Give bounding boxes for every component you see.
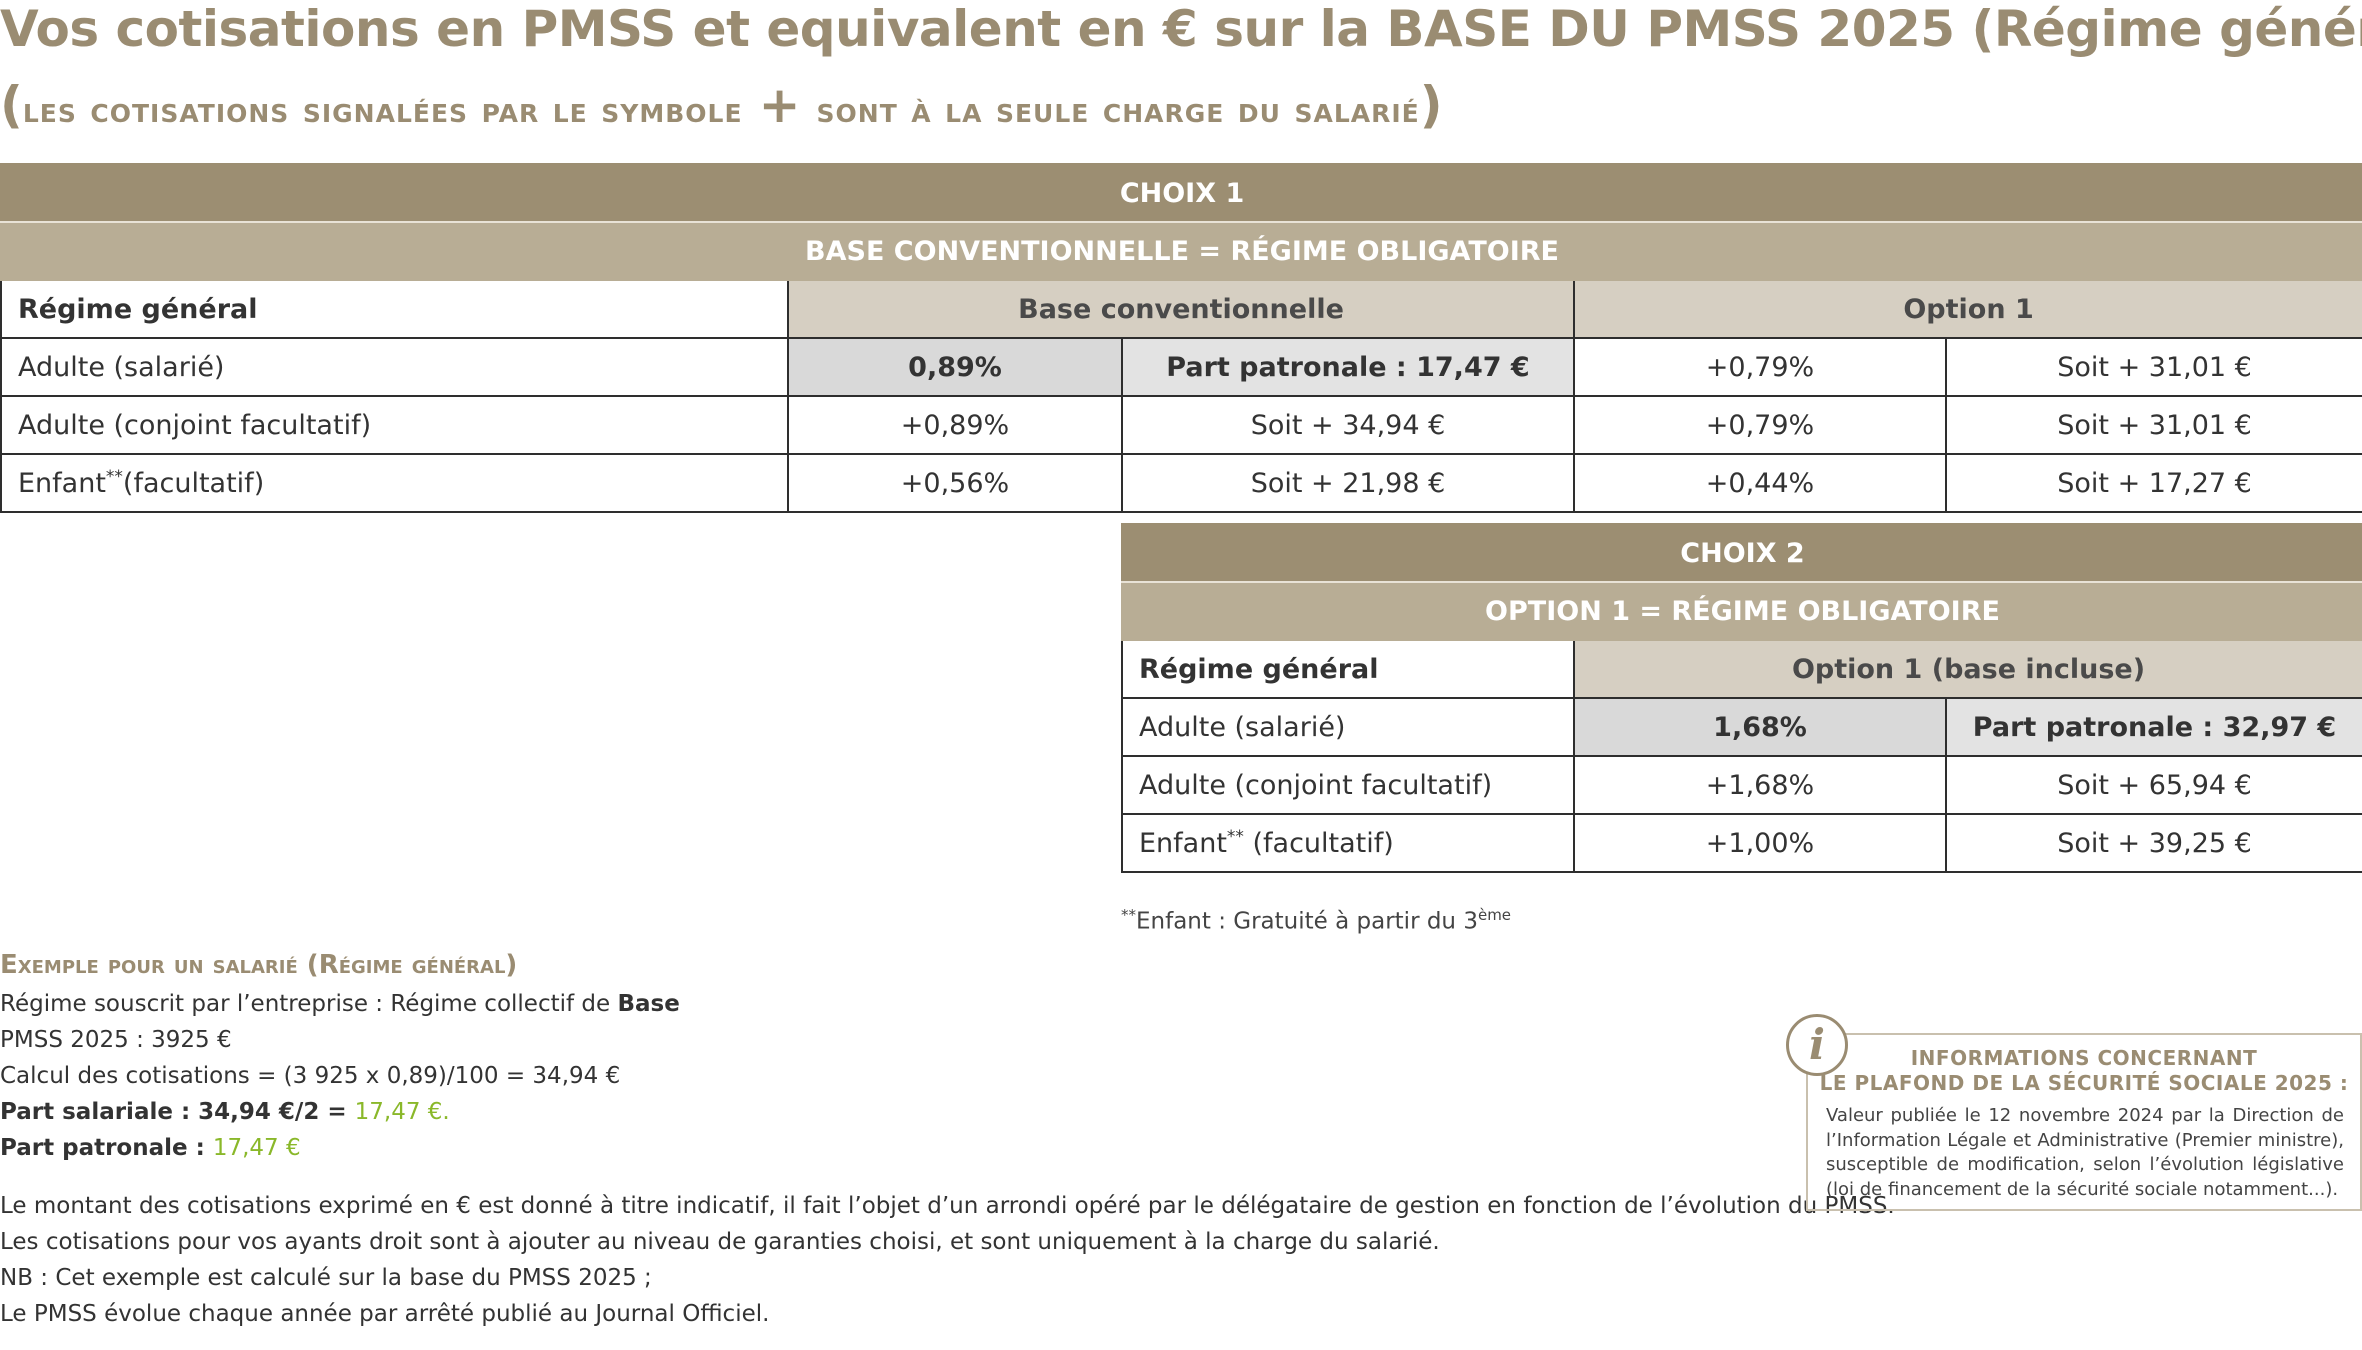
example-note: Le montant des cotisations exprimé en € …	[0, 1193, 1895, 1219]
footnote-text: Enfant : Gratuité à partir du 3	[1136, 908, 1478, 935]
subtitle-plus: +	[758, 76, 801, 134]
table-row: Enfant** (facultatif) +1,00% Soit + 39,2…	[1121, 813, 2362, 873]
option-amount: Soit + 39,25 €	[1944, 813, 2362, 873]
example-note: Les cotisations pour vos ayants droit so…	[0, 1229, 1440, 1255]
subtitle-open-paren: (	[0, 76, 23, 134]
table-row: Adulte (conjoint facultatif) +0,89% Soit…	[0, 395, 2362, 455]
choix2-subtitle: OPTION 1 = RÉGIME OBLIGATOIRE	[1120, 581, 2362, 641]
part-patronale-value: 17,47 €	[212, 1135, 301, 1161]
subtitle-text: les cotisations signalées par le symbole	[22, 90, 743, 131]
example-line: Part salariale : 34,94 €/2 = 17,47 €.	[0, 1094, 1700, 1130]
info-title: INFORMATIONS CONCERNANT LE PLAFOND DE LA…	[1806, 1046, 2362, 1096]
option-rate: 1,68%	[1573, 697, 1947, 757]
option-amount: Soit + 31,01 €	[1944, 337, 2362, 397]
row-label: Adulte (salarié)	[1121, 697, 1575, 757]
example-section: Exemple pour un salarié (Régime général)…	[0, 950, 1895, 1332]
base-rate: 0,89%	[787, 337, 1123, 397]
part-patronale-label: Part patronale :	[0, 1135, 213, 1161]
row-label-text: Adulte (salarié)	[1139, 711, 1346, 743]
table-row: Adulte (salarié) 1,68% Part patronale : …	[1121, 697, 2362, 757]
base-amount: Part patronale : 17,47 €	[1121, 337, 1575, 397]
part-salariale-value: 17,47 €.	[354, 1099, 450, 1125]
choix2-col-regime: Régime général	[1121, 639, 1575, 699]
example-line: Part patronale : 17,47 €	[0, 1130, 1700, 1166]
choix2-col-option: Option 1 (base incluse)	[1572, 639, 2362, 699]
base-amount: Soit + 21,98 €	[1121, 453, 1575, 513]
footnote-stars: **	[1121, 906, 1136, 924]
subtitle-close-paren: )	[1419, 76, 1443, 134]
row-label-text: Enfant	[18, 468, 106, 499]
row-label: Adulte (conjoint facultatif)	[1121, 755, 1575, 815]
base-rate: +0,89%	[787, 395, 1123, 455]
page-subtitle: (les cotisations signalées par le symbol…	[0, 76, 1443, 134]
choix1-table: CHOIX 1 BASE CONVENTIONNELLE = RÉGIME OB…	[0, 163, 2362, 513]
example-line: Calcul des cotisations = (3 925 x 0,89)/…	[0, 1063, 621, 1089]
example-note: Le PMSS évolue chaque année par arrêté p…	[0, 1301, 770, 1327]
info-icon: i	[1786, 1014, 1848, 1076]
row-label-text: Adulte (conjoint facultatif)	[18, 409, 372, 441]
row-label-suffix: (facultatif)	[1243, 828, 1394, 859]
option-rate: +0,44%	[1573, 453, 1947, 513]
subtitle-text-2: sont à la seule charge du salarié	[816, 90, 1420, 131]
table-row: Enfant**(facultatif) +0,56% Soit + 21,98…	[0, 453, 2362, 513]
choix1-col-regime: Régime général	[0, 279, 789, 339]
choix2-table: CHOIX 2 OPTION 1 = RÉGIME OBLIGATOIRE Ré…	[1120, 523, 2362, 873]
option-rate: +1,68%	[1573, 755, 1947, 815]
table-row: Adulte (conjoint facultatif) +1,68% Soit…	[1121, 755, 2362, 815]
example-line: Régime souscrit par l’entreprise : Régim…	[0, 986, 1700, 1022]
footnote-marker: **	[105, 467, 123, 487]
info-body: Valeur publiée le 12 novembre 2024 par l…	[1826, 1105, 2344, 1200]
option-amount: Soit + 65,94 €	[1944, 755, 2362, 815]
row-label-text: Enfant	[1139, 828, 1227, 859]
choix1-col-base: Base conventionnelle	[787, 279, 1575, 339]
example-heading: Exemple pour un salarié (Régime général)	[0, 950, 518, 980]
choix1-subtitle: BASE CONVENTIONNELLE = RÉGIME OBLIGATOIR…	[0, 221, 2362, 281]
example-note: NB : Cet exemple est calculé sur la base…	[0, 1265, 652, 1291]
option-amount: Soit + 31,01 €	[1944, 395, 2362, 455]
table-row: Adulte (salarié) 0,89% Part patronale : …	[0, 337, 2362, 397]
option-amount: Part patronale : 32,97 €	[1944, 697, 2362, 757]
part-salariale-label: Part salariale : 34,94 €/2 =	[0, 1099, 355, 1125]
info-title-line2: LE PLAFOND DE LA SÉCURITÉ SOCIALE 2025 :	[1819, 1071, 2349, 1095]
example-line1-bold: Base	[617, 991, 680, 1017]
base-rate: +0,56%	[787, 453, 1123, 513]
option-amount: Soit + 17,27 €	[1944, 453, 2362, 513]
page-title: Vos cotisations en PMSS et equivalent en…	[0, 0, 2362, 58]
example-line: PMSS 2025 : 3925 €	[0, 1027, 232, 1053]
row-label: Adulte (salarié)	[0, 337, 789, 397]
choix1-title: CHOIX 1	[0, 163, 2362, 223]
row-label: Adulte (conjoint facultatif)	[0, 395, 789, 455]
base-amount: Soit + 34,94 €	[1121, 395, 1575, 455]
option-rate: +0,79%	[1573, 337, 1947, 397]
footnote: **Enfant : Gratuité à partir du 3ème	[1121, 906, 1511, 935]
row-label: Enfant** (facultatif)	[1121, 813, 1575, 873]
info-box	[1806, 1033, 2362, 1211]
row-label-suffix: (facultatif)	[122, 468, 265, 499]
option-rate: +0,79%	[1573, 395, 1947, 455]
row-label-text: Adulte (conjoint facultatif)	[1139, 769, 1493, 801]
choix1-col-option: Option 1	[1572, 279, 2362, 339]
footnote-marker: **	[1226, 827, 1244, 847]
info-title-line1: INFORMATIONS CONCERNANT	[1910, 1046, 2258, 1070]
footnote-sup: ème	[1477, 906, 1512, 924]
example-line1-text: Régime souscrit par l’entreprise : Régim…	[0, 991, 618, 1017]
row-label-text: Adulte (salarié)	[18, 351, 225, 383]
choix2-title: CHOIX 2	[1120, 523, 2362, 583]
option-rate: +1,00%	[1573, 813, 1947, 873]
row-label: Enfant**(facultatif)	[0, 453, 789, 513]
